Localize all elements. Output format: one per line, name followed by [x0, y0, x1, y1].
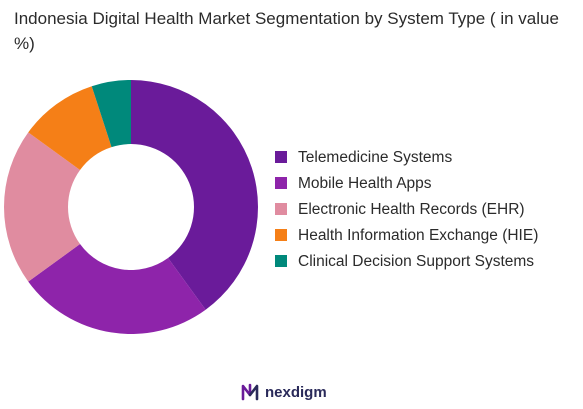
legend-item-telemedicine: Telemedicine Systems: [275, 146, 575, 169]
donut-slice-ehr: [3, 132, 81, 282]
legend-swatch: [275, 229, 287, 241]
legend-swatch: [275, 151, 287, 163]
chart-legend: Telemedicine Systems Mobile Health Apps …: [275, 146, 575, 276]
donut-slice-telemedicine: [131, 80, 258, 310]
brand-logo: nexdigm: [240, 380, 327, 404]
legend-item-ehr: Electronic Health Records (EHR): [275, 198, 575, 221]
donut-slices: [3, 80, 258, 334]
legend-swatch: [275, 203, 287, 215]
donut-slice-mobile-health-apps: [28, 244, 206, 334]
nexdigm-logo-icon: [241, 383, 259, 401]
brand-name: nexdigm: [265, 383, 327, 401]
legend-label: Health Information Exchange (HIE): [298, 227, 539, 244]
donut-slice-clinical-decision-support: [91, 80, 131, 148]
legend-label: Telemedicine Systems: [298, 149, 453, 166]
legend-swatch: [275, 177, 287, 189]
donut-slice-hie: [28, 86, 112, 170]
chart-title: Indonesia Digital Health Market Segmenta…: [14, 9, 559, 53]
legend-item-hie: Health Information Exchange (HIE): [275, 224, 575, 247]
legend-item-mobile-health-apps: Mobile Health Apps: [275, 172, 575, 195]
legend-swatch: [275, 255, 287, 267]
legend-label: Electronic Health Records (EHR): [298, 201, 525, 218]
legend-item-clinical-decision-support: Clinical Decision Support Systems: [275, 250, 575, 273]
legend-label: Clinical Decision Support Systems: [298, 253, 535, 270]
legend-label: Mobile Health Apps: [298, 175, 432, 192]
